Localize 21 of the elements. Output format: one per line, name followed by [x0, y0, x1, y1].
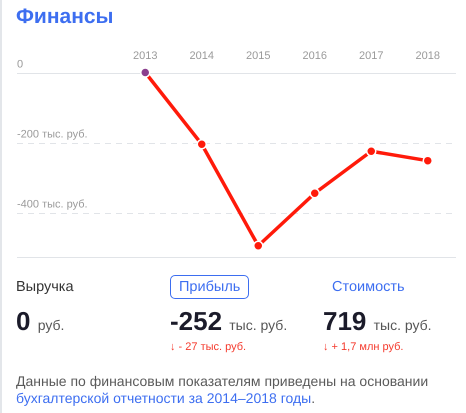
x-tick-label: 2018	[416, 50, 440, 62]
x-tick-label: 2017	[359, 50, 384, 62]
text: Данные по финансовым показателям приведены на основании	[16, 373, 428, 389]
text: .	[311, 390, 316, 406]
chart-title: Финансы	[16, 5, 114, 29]
x-tick-label: 2014	[190, 50, 214, 62]
text: бухгалтерской отчетности за 2014–2018 годы	[16, 390, 312, 406]
category-label: Выручка	[16, 278, 74, 297]
x-tick-label: 2016	[302, 50, 327, 62]
y-tick-label: -400 тыс. руб.	[17, 198, 88, 211]
text: 0 руб.	[16, 306, 64, 336]
text: ↓ + 1,7 млн руб.	[323, 341, 404, 353]
tab-button[interactable]	[170, 275, 249, 299]
y-tick-label: -200 тыс. руб.	[17, 128, 88, 141]
text: -252 тыс. руб.	[170, 306, 288, 336]
text: 719 тыс. руб.	[323, 306, 432, 336]
text: ↓ - 27 тыс. руб.	[170, 341, 246, 353]
category-label: Стоимость	[331, 278, 406, 297]
x-tick-label: 2013	[133, 50, 158, 62]
x-tick-label: 2015	[246, 50, 270, 62]
y-tick-label: 0	[17, 58, 24, 71]
